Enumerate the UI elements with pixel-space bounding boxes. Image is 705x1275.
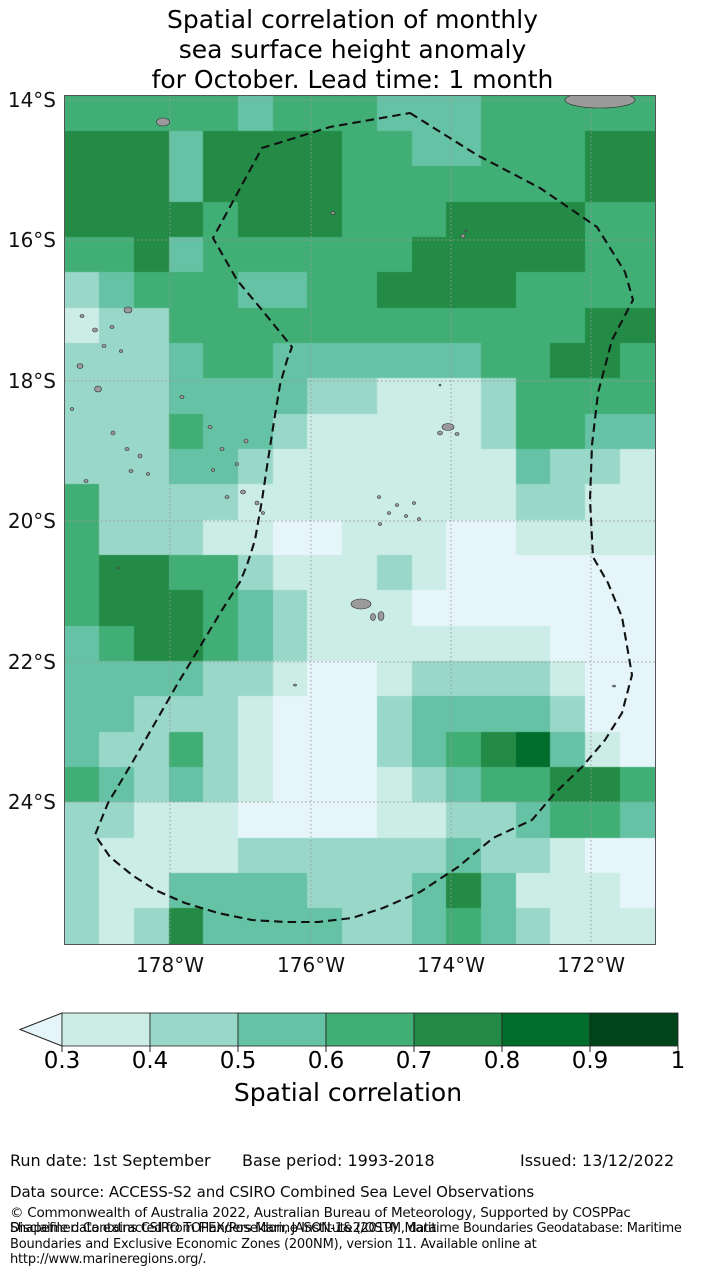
colorbar-segment <box>589 1012 679 1047</box>
lat-tick-label: 16°S <box>7 228 56 252</box>
island <box>460 233 466 239</box>
island <box>454 432 460 436</box>
colorbar <box>18 1012 679 1052</box>
island <box>224 495 230 499</box>
shapefile-url-text: http://www.marineregions.org/. <box>10 1252 207 1267</box>
lon-tick-label: 178°W <box>136 953 204 977</box>
island <box>76 363 84 369</box>
colorbar-segment <box>413 1012 503 1047</box>
island <box>137 453 143 459</box>
map-panel <box>64 95 656 945</box>
shapefile-text-line2: Boundaries and Exclusive Economic Zones … <box>10 1237 537 1252</box>
lon-tick-label: 172°W <box>557 953 625 977</box>
colorbar-tick-label: 0.5 <box>219 1048 257 1074</box>
island <box>179 395 185 399</box>
island <box>387 511 391 515</box>
island <box>92 327 98 333</box>
lat-tick-label: 18°S <box>7 369 56 393</box>
island <box>207 425 213 429</box>
island <box>261 511 265 515</box>
lat-tick-label: 22°S <box>7 650 56 674</box>
chart-title-line1: Spatial correlation of monthly <box>166 5 539 34</box>
island <box>350 598 372 610</box>
lon-tick-label: 176°W <box>277 953 345 977</box>
colorbar-tick-label: 0.9 <box>571 1048 609 1074</box>
issued-date-text: Issued: 13/12/2022 <box>520 1151 675 1170</box>
data-source-text: Data source: ACCESS-S2 and CSIRO Combine… <box>10 1183 535 1201</box>
colorbar-segment <box>61 1012 151 1047</box>
colorbar-segment <box>325 1012 415 1047</box>
colorbar-segment <box>501 1012 591 1047</box>
colorbar-tick-label: 0.7 <box>395 1048 433 1074</box>
lon-tick-label: 174°W <box>417 953 485 977</box>
island <box>377 495 381 499</box>
colorbar-tick-label: 0.3 <box>43 1048 81 1074</box>
island <box>156 117 170 127</box>
island <box>564 96 636 109</box>
island <box>464 229 468 233</box>
shapefile-text-line1: Shapefile data extracted from Flanders M… <box>10 1221 682 1236</box>
colorbar-tick-label: 0.4 <box>131 1048 169 1074</box>
lat-tick-label: 24°S <box>7 790 56 814</box>
island <box>612 684 616 688</box>
chart-title: Spatial correlation of monthly sea surfa… <box>0 5 705 95</box>
island <box>83 479 89 483</box>
copyright-text: © Commonwealth of Australia 2022, Austra… <box>10 1205 631 1221</box>
island <box>235 462 239 466</box>
base-period-text: Base period: 1993-2018 <box>242 1151 435 1170</box>
island <box>101 344 107 348</box>
island <box>110 430 116 436</box>
colorbar-under-arrow <box>18 1012 63 1047</box>
island <box>119 349 123 353</box>
island <box>109 325 115 329</box>
island <box>116 566 120 570</box>
island <box>211 468 215 472</box>
island <box>417 517 421 521</box>
chart-title-line3: for October. Lead time: 1 month <box>151 65 554 94</box>
island <box>124 447 130 451</box>
run-date-text: Run date: 1st September <box>10 1151 211 1170</box>
island <box>437 430 443 436</box>
island <box>94 385 102 393</box>
island <box>123 306 133 314</box>
colorbar-tick-label: 0.6 <box>307 1048 345 1074</box>
island <box>240 489 246 495</box>
colorbar-segment <box>237 1012 327 1047</box>
lat-tick-label: 14°S <box>7 88 56 112</box>
island <box>219 447 225 451</box>
colorbar-segment <box>149 1012 239 1047</box>
correlation-heatmap <box>65 96 655 944</box>
island <box>254 500 260 506</box>
chart-title-line2: sea surface height anomaly <box>178 35 527 64</box>
island <box>441 423 455 431</box>
colorbar-label: Spatial correlation <box>233 1078 463 1107</box>
colorbar-tick-label: 1 <box>670 1048 686 1074</box>
island <box>404 514 408 518</box>
disclaimer-text: Disclaimer: Contains CSIRO TOPEX/Poseido… <box>10 1221 437 1236</box>
island <box>395 503 399 507</box>
island <box>79 314 85 318</box>
island <box>243 438 249 444</box>
lat-tick-label: 20°S <box>7 509 56 533</box>
island <box>370 613 376 621</box>
island <box>377 611 385 621</box>
island <box>330 211 336 215</box>
colorbar-tick-label: 0.8 <box>483 1048 521 1074</box>
eez-boundary-dashed-line <box>93 111 635 924</box>
island <box>438 383 442 387</box>
island <box>412 501 416 505</box>
island <box>70 407 74 411</box>
island <box>378 522 382 526</box>
island <box>293 683 297 687</box>
island <box>146 472 150 476</box>
map-overlay <box>65 96 655 944</box>
island <box>128 469 134 473</box>
